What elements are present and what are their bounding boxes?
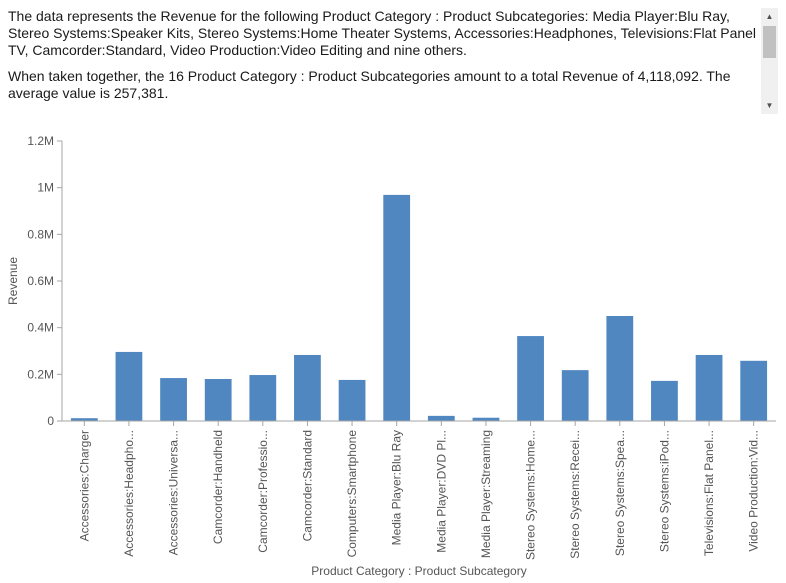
bar[interactable]: [249, 375, 277, 421]
bar[interactable]: [472, 417, 500, 421]
x-tick-label: Media Player:Streaming: [479, 430, 493, 558]
x-tick-label: Stereo Systems:Spea...: [613, 430, 627, 556]
x-tick-label: Computers:Smartphone: [345, 430, 359, 558]
x-axis-ticks: Accessories:Charger Accessories:Headpho..…: [77, 421, 761, 560]
y-axis-title: Revenue: [6, 257, 20, 305]
x-tick-label: Media Player:Blu Ray: [390, 430, 404, 545]
x-tick-label: Accessories:Charger: [77, 430, 91, 541]
revenue-bar-chart: 0 0.2M 0.4M 0.6M 0.8M 1M 1.2M Accessories:Char…: [6, 134, 776, 578]
bar[interactable]: [517, 336, 544, 421]
x-tick-label: Stereo Systems:Recei...: [568, 430, 582, 559]
bar[interactable]: [160, 378, 187, 421]
x-tick-label: Accessories:Headpho...: [122, 430, 136, 557]
bar[interactable]: [695, 354, 723, 421]
bar[interactable]: [70, 418, 98, 421]
chart-summary-text: The data represents the Revenue for the …: [8, 8, 760, 112]
bar[interactable]: [651, 380, 678, 421]
bar[interactable]: [427, 415, 455, 421]
bar[interactable]: [606, 316, 634, 421]
x-tick-label: Camcorder:Handheld: [211, 430, 225, 544]
bar[interactable]: [740, 360, 768, 421]
x-axis-title: Product Category : Product Subcategory: [311, 564, 526, 578]
x-tick-label: Video Production:Vid...: [747, 430, 761, 552]
y-tick-label: 0.6M: [27, 274, 54, 288]
bar[interactable]: [338, 379, 366, 421]
x-tick-label: Camcorder:Professio...: [256, 430, 270, 553]
x-tick-label: Stereo Systems:iPod...: [657, 430, 671, 552]
y-tick-label: 1.2M: [27, 134, 54, 148]
x-tick-label: Televisions:Flat Panel...: [702, 430, 716, 556]
y-tick-label: 0: [47, 414, 54, 428]
bar[interactable]: [294, 354, 321, 421]
x-tick-label: Media Player:DVD Pl...: [434, 430, 448, 553]
bar[interactable]: [204, 379, 232, 421]
x-tick-label: Stereo Systems:Home...: [524, 430, 538, 560]
summary-paragraph-1: The data represents the Revenue for the …: [8, 8, 757, 58]
y-tick-label: 0.2M: [27, 367, 54, 381]
y-axis-ticks: 0 0.2M 0.4M 0.6M 0.8M 1M 1.2M: [27, 134, 62, 428]
x-tick-label: Camcorder:Standard: [300, 430, 314, 541]
bar[interactable]: [115, 351, 143, 421]
scrollbar-thumb[interactable]: [763, 26, 776, 58]
summary-paragraph-2: When taken together, the 16 Product Cate…: [8, 68, 731, 101]
y-tick-label: 1M: [37, 181, 54, 195]
y-tick-label: 0.8M: [27, 227, 54, 241]
scroll-up-arrow-icon[interactable]: ▲: [765, 12, 774, 21]
bar[interactable]: [383, 194, 411, 421]
bar[interactable]: [561, 370, 589, 421]
y-tick-label: 0.4M: [27, 321, 54, 335]
bar-series: [70, 194, 768, 421]
summary-scrollbar[interactable]: ▲ ▼: [761, 8, 778, 114]
x-tick-label: Accessories:Universa...: [167, 430, 181, 555]
scroll-down-arrow-icon[interactable]: ▼: [765, 101, 774, 110]
